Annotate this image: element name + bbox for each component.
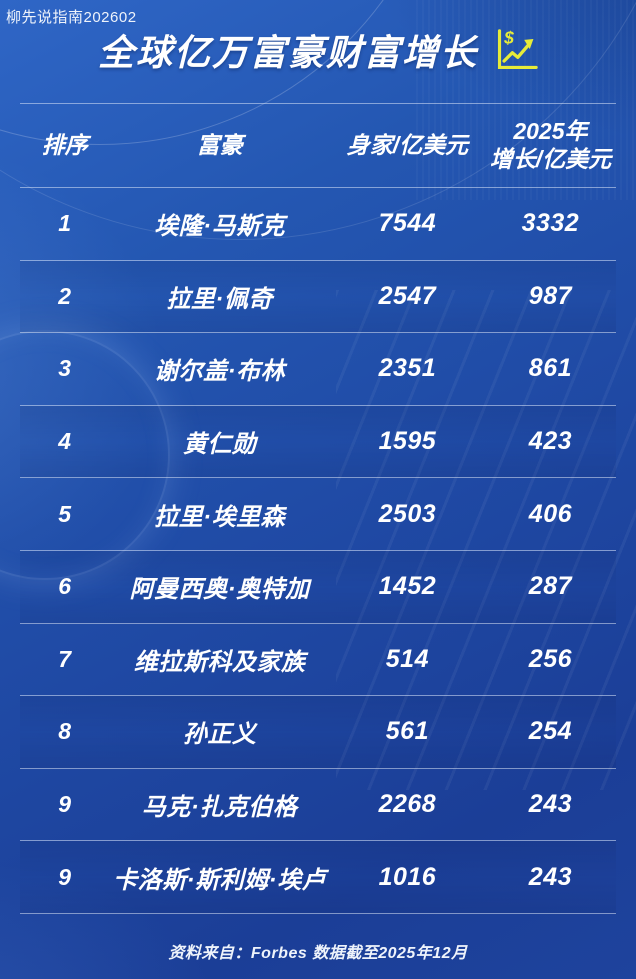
worth-cell: 2503 <box>378 499 437 528</box>
svg-text:$: $ <box>503 28 514 48</box>
rank-cell: 6 <box>58 573 72 600</box>
growth-cell: 287 <box>528 572 573 601</box>
growth-cell: 256 <box>528 644 573 673</box>
column-header-name: 富豪 <box>196 131 243 158</box>
table-row: 2 拉里·佩奇 2547 987 <box>20 260 616 334</box>
column-header-growth-line1: 2025年 <box>513 118 588 145</box>
name-cell: 拉里·佩奇 <box>166 285 273 313</box>
name-cell: 阿曼西奥·奥特加 <box>129 576 310 604</box>
table-row: 4 黄仁勋 1595 423 <box>20 405 616 479</box>
name-cell: 拉里·埃里森 <box>154 503 286 531</box>
growth-cell: 254 <box>528 717 573 746</box>
name-cell: 黄仁勋 <box>182 431 257 459</box>
column-header-growth: 2025年 增长/亿美元 <box>485 118 616 172</box>
worth-cell: 2547 <box>378 281 437 310</box>
table-header-row: 排序 富豪 身家/亿美元 2025年 增长/亿美元 <box>20 104 616 188</box>
rank-cell: 1 <box>58 210 72 237</box>
growth-cell: 243 <box>528 790 573 819</box>
table-row: 7 维拉斯科及家族 514 256 <box>20 624 616 697</box>
worth-cell: 2351 <box>378 354 437 383</box>
name-cell: 马克·扎克伯格 <box>141 794 298 822</box>
rank-cell: 7 <box>58 645 72 672</box>
name-cell: 孙正义 <box>182 721 257 749</box>
name-cell: 埃隆·马斯克 <box>154 213 286 241</box>
name-cell: 维拉斯科及家族 <box>133 648 306 676</box>
growth-cell: 406 <box>528 499 573 528</box>
column-header-growth-line2: 增长/亿美元 <box>489 145 612 172</box>
rank-cell: 3 <box>58 355 72 382</box>
name-cell: 卡洛斯·斯利姆·埃卢 <box>113 866 327 894</box>
table-row: 8 孙正义 561 254 <box>20 696 616 769</box>
rank-cell: 4 <box>58 428 72 455</box>
table-row: 9 卡洛斯·斯利姆·埃卢 1016 243 <box>20 841 616 914</box>
worth-cell: 1016 <box>378 862 437 891</box>
source-note: 资料来自：Forbes 数据截至2025年12月 <box>168 945 468 962</box>
growth-cell: 987 <box>528 281 573 310</box>
growth-cell: 243 <box>528 862 573 891</box>
rank-cell: 2 <box>58 282 72 309</box>
title-row: 全球亿万富豪财富增长 $ <box>0 24 636 76</box>
table-row: 3 谢尔盖·布林 2351 861 <box>20 333 616 406</box>
rank-cell: 9 <box>58 863 72 890</box>
worth-cell: 1595 <box>378 427 437 456</box>
column-header-rank: 排序 <box>41 131 88 158</box>
growth-cell: 861 <box>528 354 573 383</box>
worth-cell: 514 <box>385 644 429 673</box>
worth-cell: 7544 <box>378 209 437 238</box>
table-row: 9 马克·扎克伯格 2268 243 <box>20 769 616 842</box>
table-row: 1 埃隆·马斯克 7544 3332 <box>20 188 616 261</box>
rank-cell: 8 <box>58 718 72 745</box>
growth-cell: 423 <box>528 427 573 456</box>
page-title: 全球亿万富豪财富增长 <box>97 32 478 73</box>
dollar-growth-chart-icon: $ <box>497 28 538 69</box>
table-row: 5 拉里·埃里森 2503 406 <box>20 478 616 551</box>
wealth-table: 排序 富豪 身家/亿美元 2025年 增长/亿美元 1 埃隆·马斯克 7544 … <box>20 103 616 914</box>
rank-cell: 5 <box>58 500 72 527</box>
column-header-worth: 身家/亿美元 <box>346 131 469 158</box>
rank-cell: 9 <box>58 791 72 818</box>
worth-cell: 1452 <box>378 572 437 601</box>
name-cell: 谢尔盖·布林 <box>154 358 286 386</box>
watermark-label: 柳先说指南202602 <box>6 9 137 26</box>
growth-cell: 3332 <box>521 209 580 238</box>
worth-cell: 2268 <box>378 790 437 819</box>
table-row: 6 阿曼西奥·奥特加 1452 287 <box>20 550 616 624</box>
worth-cell: 561 <box>385 717 429 746</box>
